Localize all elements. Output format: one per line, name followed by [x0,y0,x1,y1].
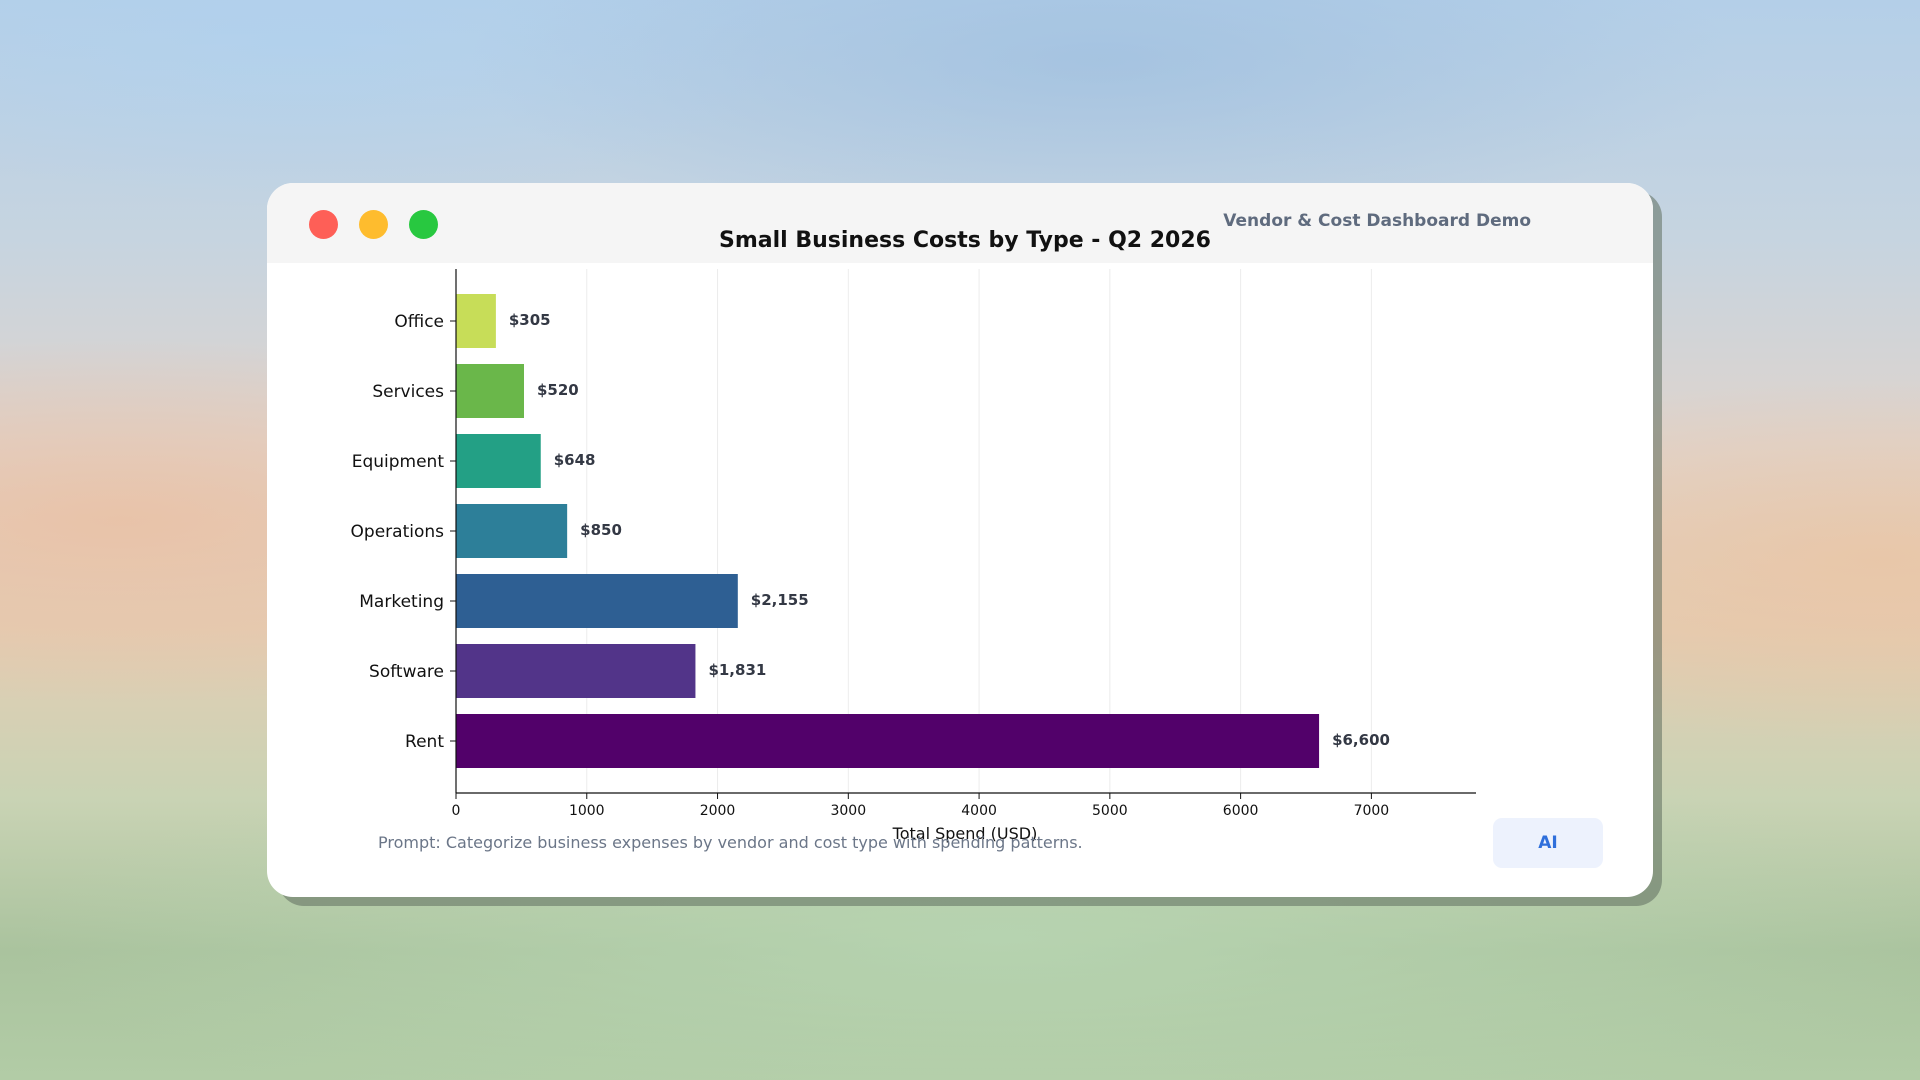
category-label: Marketing [359,592,444,612]
bar [456,294,496,348]
value-label: $648 [554,451,596,469]
x-tick-label: 3000 [830,803,866,819]
x-tick-label: 4000 [961,803,997,819]
x-axis-label: Total Spend (USD) [892,824,1038,843]
x-tick-label: 6000 [1223,803,1259,819]
minimize-button[interactable] [359,210,388,239]
brand-label: Vendor & Cost Dashboard Demo [1223,211,1531,231]
category-label: Operations [351,522,445,542]
bar [456,714,1320,768]
x-tick-label: 1000 [569,803,605,819]
chart-title: Small Business Costs by Type - Q2 2026 [719,228,1211,253]
maximize-button[interactable] [409,210,438,239]
bar [456,434,541,488]
title-bar: Vendor & Cost Dashboard Demo [267,183,1653,263]
prompt-text: Prompt: Categorize business expenses by … [378,833,1083,852]
category-label: Office [394,312,444,332]
value-label: $2,155 [751,591,809,609]
category-label: Software [369,662,444,682]
bar [456,504,568,558]
value-label: $6,600 [1332,731,1390,749]
x-tick-label: 7000 [1354,803,1390,819]
bar [456,644,696,698]
value-label: $520 [537,381,579,399]
chart-bars: $305 $520 $648 $850 $2,155 $1,831 $6,600 [456,294,1390,768]
value-label: $850 [580,521,622,539]
chart-axes: 0 1000 2000 3000 4000 5000 6000 7000 Office Servi… [351,269,1476,819]
close-button[interactable] [309,210,338,239]
category-label: Equipment [352,452,445,472]
category-label: Rent [405,732,444,752]
x-tick-label: 0 [452,803,461,819]
x-tick-label: 5000 [1092,803,1128,819]
bar [456,574,738,628]
bar-chart: Small Business Costs by Type - Q2 2026 $… [351,228,1476,843]
bar [456,364,524,418]
value-label: $305 [509,311,551,329]
ai-button[interactable]: AI [1493,818,1603,868]
app-window: Vendor & Cost Dashboard Demo Small Busin… [267,183,1653,897]
chart-grid [586,269,1372,793]
value-label: $1,831 [708,661,766,679]
x-tick-label: 2000 [700,803,736,819]
category-label: Services [372,382,444,402]
